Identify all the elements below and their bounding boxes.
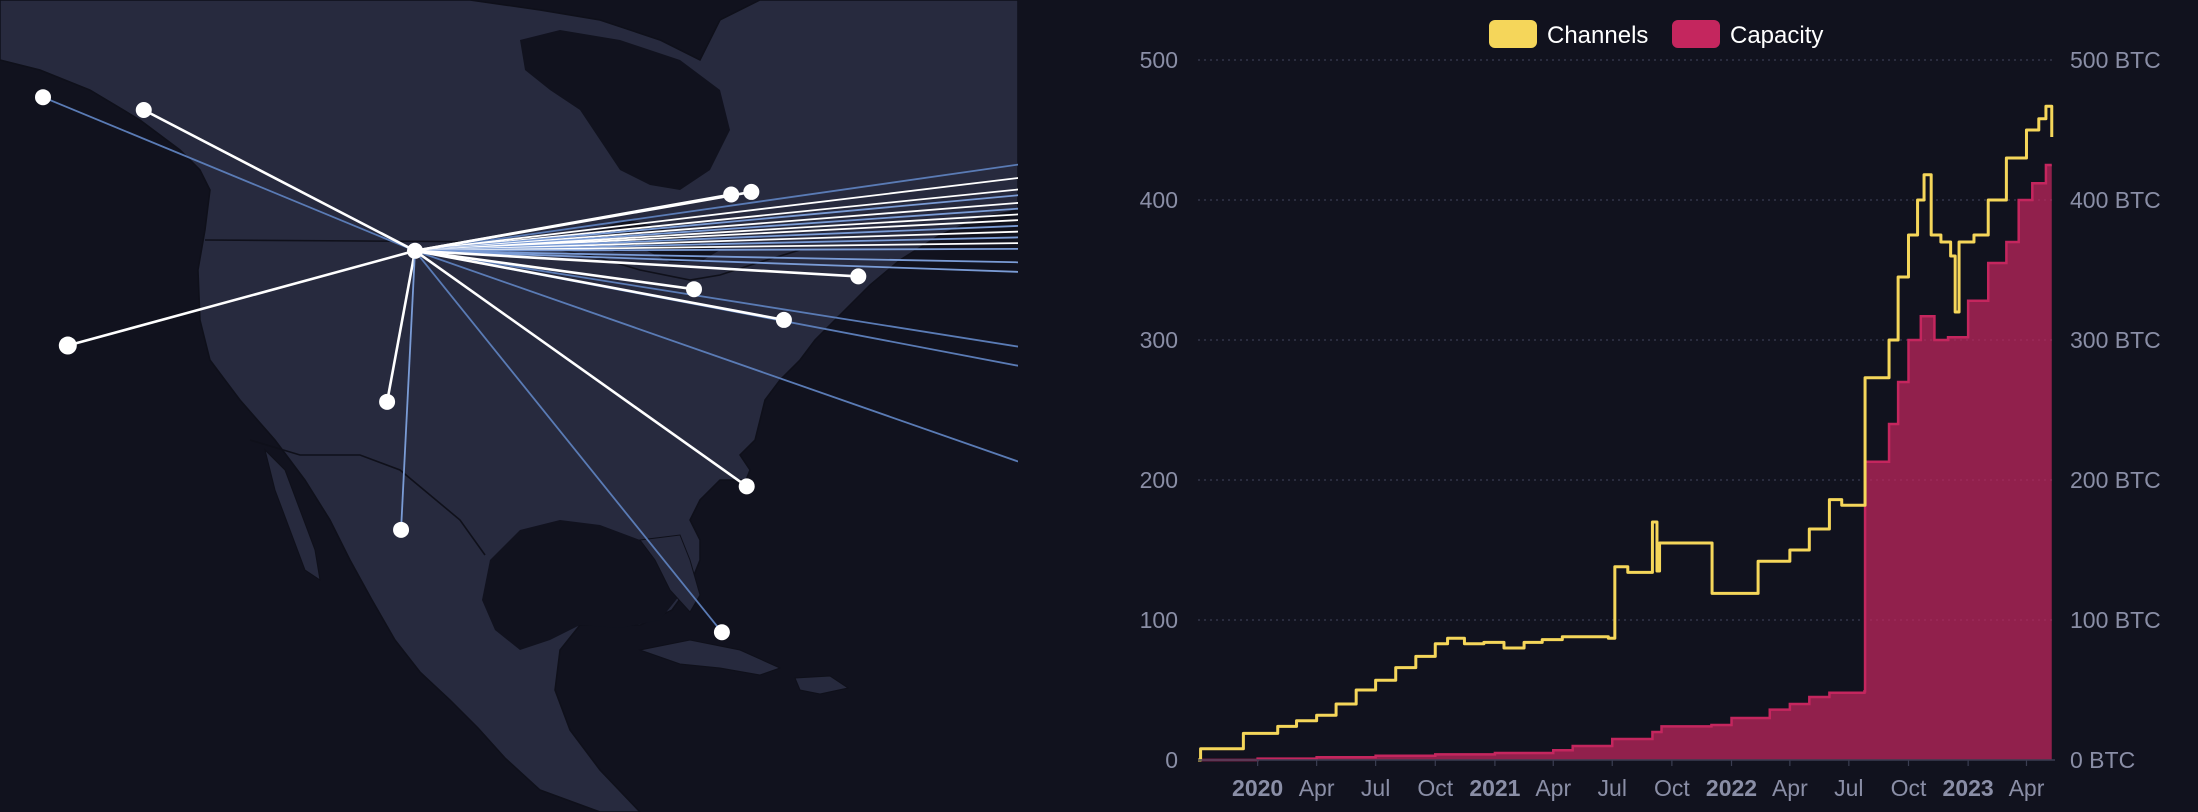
offscreen-link-8 [414,225,1018,252]
chart-svg: 0 100 200 300 400 500 0 BTC 100 BTC 200 BTC 300 B… [1140,20,2161,801]
node-spokane[interactable] [135,102,152,118]
offscreen-link-9 [414,230,1018,252]
y-left-tick-2: 200 [1140,467,1178,493]
node-toronto[interactable] [723,186,740,203]
x-tick-8: 2022 [1706,775,1757,801]
link-austin [400,250,416,530]
x-tick-9: Apr [1772,775,1808,801]
capacity-series [1198,163,2052,762]
y-right-tick-2: 200 BTC [2070,467,2161,493]
legend-item-capacity[interactable]: Capacity [1672,20,1823,49]
offscreen-link-14 [414,249,1018,273]
offscreen-link-15 [414,249,1018,348]
legend-swatch-capacity [1672,20,1720,48]
node-austin[interactable] [393,521,410,538]
legend-swatch-channels [1489,20,1537,48]
capacity-line [1198,163,2052,762]
node-hub[interactable] [407,242,423,259]
offscreen-link-4 [414,202,1018,252]
offscreen-link-0 [414,163,1018,252]
hudson-bay [520,30,730,190]
x-tick-10: Jul [1834,775,1863,801]
y-right-tick-3: 300 BTC [2070,327,2161,353]
y-left-tick-5: 500 [1140,47,1178,73]
y-right-tick-5: 500 BTC [2070,47,2161,73]
gulf-of-mexico [482,520,680,650]
offscreen-link-12 [414,247,1018,252]
legend-item-channels[interactable]: Channels [1489,20,1648,49]
land-north-america [0,0,1018,812]
x-tick-5: Apr [1535,775,1571,801]
legend-label-channels: Channels [1547,22,1648,49]
y-left-tick-0: 0 [1165,747,1178,773]
x-tick-3: Oct [1417,775,1453,801]
link-spokane [143,108,416,252]
link-columbus [414,249,695,291]
link-sf [67,249,416,347]
y-left-tick-4: 400 [1140,187,1178,213]
offscreen-link-10 [414,236,1018,252]
link-charleston [414,249,748,488]
offscreen-link-3 [414,194,1018,252]
node-dc[interactable] [775,311,792,328]
offscreen-link-11 [414,242,1018,252]
node-sf[interactable] [58,336,77,355]
y-right-tick-1: 100 BTC [2070,607,2161,633]
channel-map[interactable] [0,0,1018,812]
node-montreal[interactable] [743,183,760,200]
x-tick-1: Apr [1299,775,1335,801]
x-tick-12: 2023 [1943,775,1994,801]
link-dc [414,249,785,322]
x-tick-13: Apr [2009,775,2045,801]
link-okc [385,250,417,403]
offscreen-link-17 [414,249,1018,463]
x-tick-2: Jul [1361,775,1390,801]
offscreen-link-1 [414,177,1018,252]
node-miami[interactable] [713,624,730,641]
x-tick-11: Oct [1891,775,1927,801]
link-nyc [414,249,859,278]
link-seattle [42,96,416,252]
offscreen-link-6 [414,213,1018,252]
channel-links [42,96,1018,633]
channels-series [1198,104,2054,762]
node-seattle[interactable] [35,89,51,106]
x-tick-0: 2020 [1232,775,1283,801]
cuba [638,639,782,676]
y-left-tick-1: 100 [1140,607,1178,633]
node-charleston[interactable] [738,478,755,495]
x-tick-4: 2021 [1469,775,1520,801]
chart-legend: Channels Capacity [1489,20,1823,49]
y-right-tick-4: 400 BTC [2070,187,2161,213]
node-columbus[interactable] [686,281,702,298]
baja-california [264,448,321,582]
link-montreal [414,190,752,253]
channels-line [1198,104,2054,762]
capacity-area [1198,165,2052,760]
map-svg[interactable] [0,0,1018,812]
offscreen-link-7 [414,219,1018,252]
x-tick-7: Oct [1654,775,1690,801]
link-miami [414,250,723,633]
border-us-mexico [249,439,486,556]
y-right-tick-0: 0 BTC [2070,747,2135,773]
hispaniola [794,675,850,695]
y-left-tick-3: 300 [1140,327,1178,353]
florida [639,534,701,613]
chart-axes: 0 100 200 300 400 500 0 BTC 100 BTC 200 BTC 300 B… [1140,47,2161,801]
offscreen-link-5 [414,207,1018,252]
node-okc[interactable] [379,393,396,410]
offscreen-link-2 [414,188,1018,252]
network-chart: 0 100 200 300 400 500 0 BTC 100 BTC 200 BTC 300 B… [1018,0,2198,812]
node-nyc[interactable] [850,268,867,285]
legend-label-capacity: Capacity [1730,22,1823,49]
channel-nodes [35,89,867,641]
offscreen-link-13 [414,249,1018,264]
x-tick-6: Jul [1598,775,1627,801]
